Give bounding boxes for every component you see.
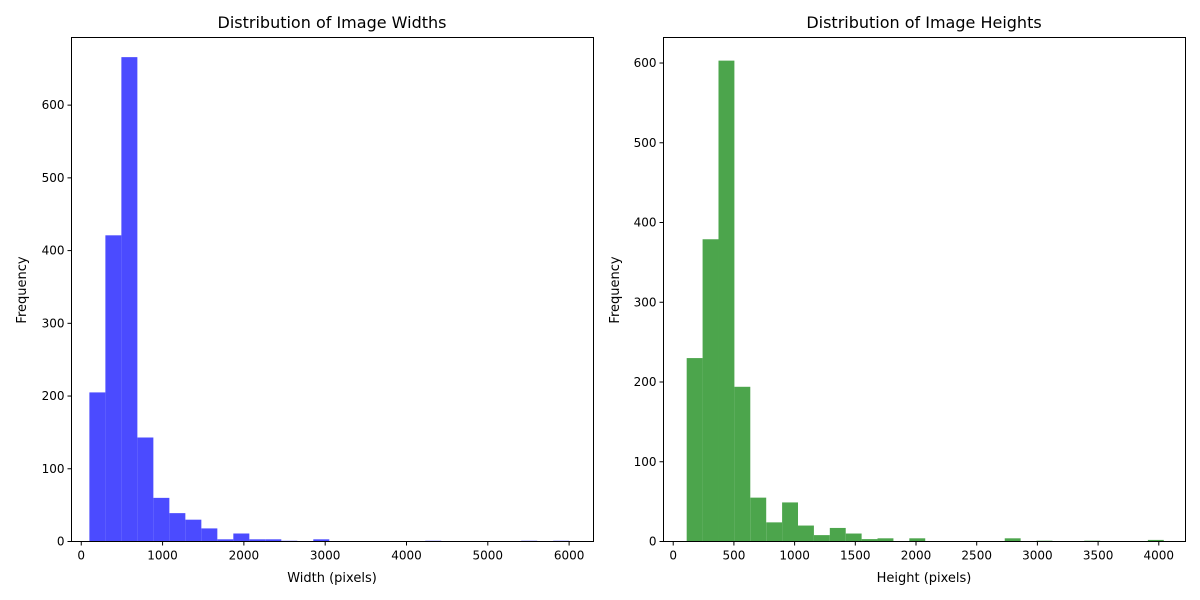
width-y-axis-label: Frequency bbox=[15, 256, 30, 323]
width-histogram-bar bbox=[265, 539, 282, 542]
width-histogram-bar bbox=[121, 57, 138, 542]
height-histogram-bar bbox=[845, 533, 862, 542]
width-x-tick-label: 6000 bbox=[554, 549, 585, 563]
height-y-axis-label: Frequency bbox=[608, 256, 623, 323]
height-x-tick-label: 500 bbox=[722, 549, 745, 563]
height-y-ticks: 0 100 200 300 400 500 600 bbox=[634, 56, 664, 549]
height-histogram-bar bbox=[766, 522, 783, 542]
height-x-tick-label: 2000 bbox=[901, 549, 932, 563]
height-histogram-bar bbox=[877, 538, 894, 542]
width-histogram-bar bbox=[105, 235, 122, 542]
height-x-tick-label: 4000 bbox=[1144, 549, 1175, 563]
height-y-tick-label: 300 bbox=[634, 295, 657, 309]
height-histogram-bar bbox=[829, 527, 846, 542]
height-histogram-bars bbox=[686, 60, 1164, 542]
height-y-tick-label: 200 bbox=[634, 375, 657, 389]
height-histogram-bar bbox=[861, 539, 878, 542]
width-y-tick-label: 100 bbox=[42, 462, 65, 476]
width-y-tick-label: 200 bbox=[42, 389, 65, 403]
height-histogram-bar bbox=[734, 386, 751, 542]
width-x-axis-label: Width (pixels) bbox=[287, 571, 377, 586]
height-histogram-bar bbox=[750, 497, 767, 542]
width-x-tick-label: 5000 bbox=[473, 549, 504, 563]
height-x-tick-label: 3500 bbox=[1083, 549, 1114, 563]
height-x-tick-label: 2500 bbox=[961, 549, 992, 563]
height-histogram-bar bbox=[813, 535, 830, 542]
width-x-tick-label: 0 bbox=[77, 549, 85, 563]
width-histogram-bar bbox=[201, 528, 218, 542]
height-chart-title: Distribution of Image Heights bbox=[806, 13, 1041, 32]
width-histogram-bar bbox=[217, 539, 234, 542]
height-histogram-bar bbox=[798, 525, 814, 542]
height-x-tick-label: 1000 bbox=[779, 549, 810, 563]
width-histogram-bar bbox=[313, 539, 330, 542]
width-histogram-bars bbox=[89, 57, 570, 542]
width-y-tick-label: 0 bbox=[57, 535, 65, 549]
height-histogram-bar bbox=[1004, 538, 1021, 542]
width-histogram-bar bbox=[169, 513, 186, 542]
width-x-ticks: 0 1000 2000 3000 4000 5000 6000 bbox=[77, 541, 585, 563]
height-y-tick-label: 100 bbox=[634, 455, 657, 469]
width-y-tick-label: 400 bbox=[42, 244, 65, 258]
width-x-tick-label: 4000 bbox=[391, 549, 422, 563]
height-axes-frame bbox=[663, 37, 1186, 542]
height-histogram-panel: 0 500 1000 1500 2000 2500 3000 3500 4000 0 100 200… bbox=[608, 13, 1186, 586]
height-histogram-bar bbox=[718, 60, 735, 542]
height-y-tick-label: 500 bbox=[634, 136, 657, 150]
width-chart-title: Distribution of Image Widths bbox=[218, 13, 447, 32]
height-x-axis-label: Height (pixels) bbox=[877, 571, 972, 586]
width-histogram-bar bbox=[249, 539, 266, 542]
width-x-tick-label: 1000 bbox=[147, 549, 178, 563]
width-histogram-bar bbox=[185, 519, 202, 542]
width-y-tick-label: 500 bbox=[42, 171, 65, 185]
height-x-tick-label: 3000 bbox=[1022, 549, 1053, 563]
width-y-tick-label: 300 bbox=[42, 316, 65, 330]
width-y-tick-label: 600 bbox=[42, 98, 65, 112]
height-x-ticks: 0 500 1000 1500 2000 2500 3000 3500 4000 bbox=[669, 541, 1175, 563]
width-histogram-bar bbox=[89, 392, 106, 542]
height-y-tick-label: 400 bbox=[634, 216, 657, 230]
height-histogram-bar bbox=[909, 538, 926, 542]
width-histogram-bar bbox=[233, 533, 250, 542]
width-histogram-panel: 0 1000 2000 3000 4000 5000 6000 0 100 200 300 400 5… bbox=[15, 13, 594, 586]
width-y-ticks: 0 100 200 300 400 500 600 bbox=[42, 98, 72, 549]
height-histogram-bar bbox=[1147, 539, 1164, 542]
height-histogram-bar bbox=[782, 502, 799, 542]
width-axes-frame bbox=[71, 37, 594, 542]
width-histogram-bar bbox=[153, 497, 170, 542]
width-histogram-bar bbox=[137, 437, 154, 542]
width-x-tick-label: 3000 bbox=[310, 549, 341, 563]
width-x-tick-label: 2000 bbox=[229, 549, 260, 563]
height-histogram-bar bbox=[702, 239, 719, 542]
height-x-tick-label: 1500 bbox=[840, 549, 871, 563]
height-histogram-bar bbox=[686, 358, 703, 542]
height-x-tick-label: 0 bbox=[669, 549, 677, 563]
height-y-tick-label: 0 bbox=[649, 535, 657, 549]
height-y-tick-label: 600 bbox=[634, 56, 657, 70]
